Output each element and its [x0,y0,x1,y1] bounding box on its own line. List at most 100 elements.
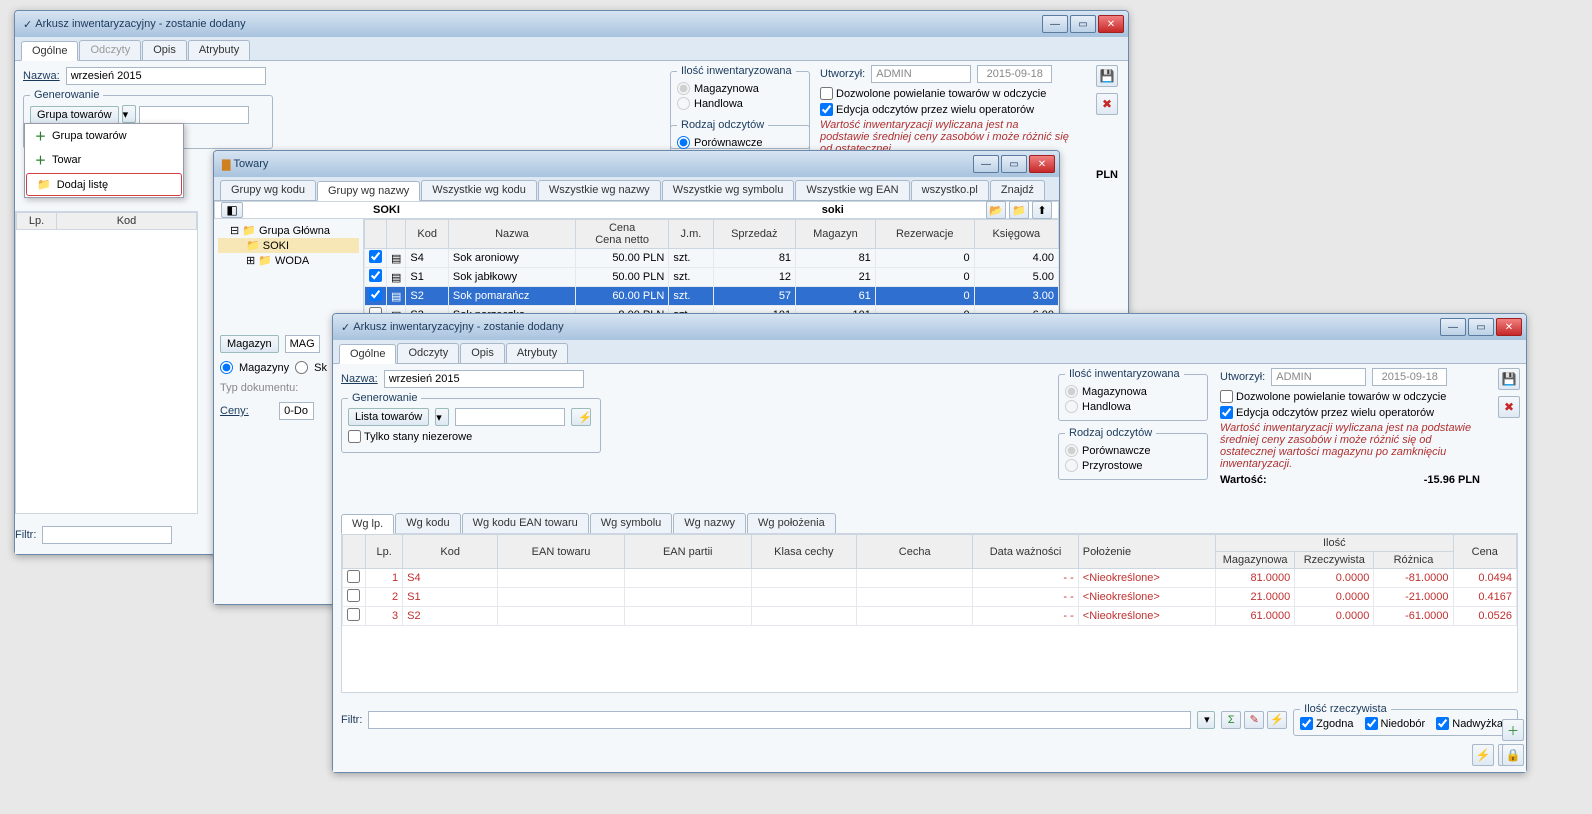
folder-icon-2[interactable]: 📁 [1009,201,1029,219]
radio-mag-3[interactable] [1065,385,1078,398]
tab-ogolne[interactable]: Ogólne [21,41,78,61]
row-chk-3[interactable] [347,608,360,621]
input-ceny[interactable] [279,402,314,420]
tab-wszystkie-ean[interactable]: Wszystkie wg EAN [795,180,909,200]
th-sprzedaz[interactable]: Sprzedaż [713,220,795,249]
th3-ean[interactable]: EAN towaru [498,535,625,569]
btn-dropdown-toggle[interactable]: ▾ [122,105,136,123]
tab3-odczyty[interactable]: Odczyty [397,343,459,363]
btn-magazyn[interactable]: Magazyn [220,335,279,353]
input-lista-3[interactable] [455,408,565,426]
th3-lp[interactable]: Lp. [366,535,403,569]
tab-wszystkie-symbolu[interactable]: Wszystkie wg symbolu [662,180,795,200]
edit-icon[interactable]: ✎ [1244,711,1264,729]
tab-odczyty[interactable]: Odczyty [79,40,141,60]
th-kod[interactable]: Kod [406,220,448,249]
radio-przy-3[interactable] [1065,459,1078,472]
tab-grupy-kodu[interactable]: Grupy wg kodu [220,180,316,200]
titlebar-3[interactable]: ✓ Arkusz inwentaryzacyjny - zostanie dod… [333,314,1526,340]
input-filtr-3[interactable] [368,711,1191,729]
th3-cecha[interactable]: Cecha [857,535,973,569]
tab-atrybuty[interactable]: Atrybuty [188,40,250,60]
input-filtr-1[interactable] [42,526,172,544]
th-cena[interactable]: CenaCena netto [575,220,668,249]
table-row-selected[interactable]: ▤S2Sok pomarańcz60.00 PLNszt.576103.00 [365,287,1059,306]
lightning-icon-3[interactable]: ⚡ [571,408,591,426]
tab-znajdz[interactable]: Znajdź [990,180,1045,200]
minimize-icon-3[interactable]: — [1440,318,1466,336]
th3-mag[interactable]: Magazynowa [1216,552,1295,569]
th3-roz[interactable]: Różnica [1374,552,1453,569]
minimize-icon-2[interactable]: — [973,155,999,173]
input-nazwa[interactable] [66,67,266,85]
cb-pow-3[interactable] [1220,390,1233,403]
folder-up-icon[interactable]: ⬆ [1032,201,1052,219]
subtab-wgpolozenia[interactable]: Wg położenia [747,513,836,533]
tab-wszystkie-nazwy[interactable]: Wszystkie wg nazwy [538,180,661,200]
cb-edycja-1[interactable] [820,103,833,116]
subtab-wgsymbolu[interactable]: Wg symbolu [590,513,673,533]
tab-wszystko-pl[interactable]: wszystko.pl [911,180,989,200]
row-check[interactable] [369,288,382,301]
lightning-icon-filtr[interactable]: ⚡ [1267,711,1287,729]
cb-zgodna[interactable] [1300,717,1313,730]
th3-pol[interactable]: Położenie [1078,535,1215,569]
th-magazyn[interactable]: Magazyn [796,220,876,249]
row-check[interactable] [369,250,382,263]
radio-han-3[interactable] [1065,400,1078,413]
maximize-icon-3[interactable]: ▭ [1468,318,1494,336]
th3-rzecz[interactable]: Rzeczywista [1295,552,1374,569]
titlebar-1[interactable]: ✓ Arkusz inwentaryzacyjny - zostanie dod… [15,11,1128,37]
menu-item-towar[interactable]: ＋Towar [25,148,183,172]
radio-magazyny[interactable] [220,361,233,374]
cb-niedobor[interactable] [1365,717,1378,730]
table-row[interactable]: 2S1- -<Nieokreślone>21.00000.0000-21.000… [343,588,1517,607]
radio-sk[interactable] [295,361,308,374]
delete-icon[interactable]: ✖ [1096,93,1118,115]
th-jm[interactable]: J.m. [669,220,713,249]
subtab-wglp[interactable]: Wg lp. [341,514,394,534]
radio-handlowa-1[interactable] [677,97,690,110]
input-grupa-empty[interactable] [139,106,249,124]
btn-grupa-towarow[interactable]: Grupa towarów [30,106,119,124]
th3-cena[interactable]: Cena [1453,535,1516,569]
subtab-wgkodu[interactable]: Wg kodu [395,513,460,533]
input-mag[interactable] [285,335,320,353]
table-row[interactable]: ▤S1Sok jabłkowy50.00 PLNszt.122105.00 [365,268,1059,287]
tab3-ogolne[interactable]: Ogólne [339,344,396,364]
close-icon-3[interactable]: ✕ [1496,318,1522,336]
radio-magazynowa-1[interactable] [677,82,690,95]
close-icon[interactable]: ✕ [1098,15,1124,33]
folder-open-icon[interactable]: 📂 [986,201,1006,219]
save-icon-3[interactable]: 💾 [1498,368,1520,390]
btn-lista-towarow[interactable]: Lista towarów [348,408,429,426]
minimize-icon[interactable]: — [1042,15,1068,33]
action-icon[interactable]: ⚡ [1472,744,1494,766]
subtab-wgean[interactable]: Wg kodu EAN towaru [462,513,589,533]
th3-ilosc[interactable]: Ilość [1216,535,1454,552]
cb-nadwyzka[interactable] [1436,717,1449,730]
table-row[interactable]: ▤S4Sok aroniowy50.00 PLNszt.818104.00 [365,249,1059,268]
th3-eanp[interactable]: EAN partii [624,535,751,569]
cb-powielanie-1[interactable] [820,87,833,100]
th-rezerwacje[interactable]: Rezerwacje [875,220,974,249]
panel-toggle-icon[interactable]: ◧ [221,202,243,218]
cb-edy-3[interactable] [1220,406,1233,419]
save-icon[interactable]: 💾 [1096,65,1118,87]
sum-icon[interactable]: Σ [1221,711,1241,729]
delete-icon-3[interactable]: ✖ [1498,396,1520,418]
maximize-icon-2[interactable]: ▭ [1001,155,1027,173]
input-nazwa-3[interactable] [384,370,584,388]
tab3-atrybuty[interactable]: Atrybuty [506,343,568,363]
subtab-wgnazwy[interactable]: Wg nazwy [673,513,746,533]
row-chk-3[interactable] [347,570,360,583]
table-row[interactable]: 1S4- -<Nieokreślone>81.00000.0000-81.000… [343,569,1517,588]
tree-woda[interactable]: ⊞ 📁 WODA [218,253,359,268]
titlebar-2[interactable]: ▇ Towary — ▭ ✕ [214,151,1059,177]
lock-icon-side[interactable]: 🔒 [1502,744,1524,766]
tab3-opis[interactable]: Opis [460,343,505,363]
table-row[interactable]: 3S2- -<Nieokreślone>61.00000.0000-61.000… [343,607,1517,626]
row-chk-3[interactable] [347,589,360,602]
tab-wszystkie-kodu[interactable]: Wszystkie wg kodu [421,180,537,200]
close-icon-2[interactable]: ✕ [1029,155,1055,173]
